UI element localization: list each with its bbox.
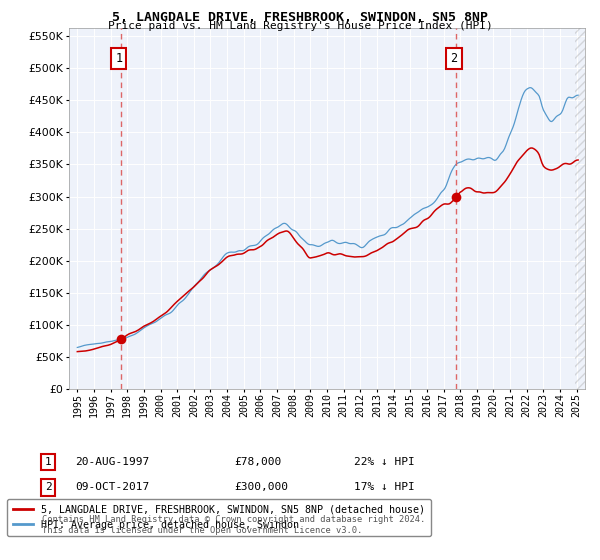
5, LANGDALE DRIVE, FRESHBROOK, SWINDON, SN5 8NP (detached house) bbox=[74, 348, 81, 355]
Text: 2: 2 bbox=[451, 52, 458, 65]
HPI: Average price, detached house, Swindon: (2.02e+03, 3.35e+05): Average price, detached house, Swindon: … bbox=[447, 170, 454, 177]
HPI: Average price, detached house, Swindon: (2.02e+03, 4.02e+05): Average price, detached house, Swindon: … bbox=[508, 128, 515, 134]
HPI: Average price, detached house, Swindon: (2.01e+03, 2.23e+05): Average price, detached house, Swindon: … bbox=[247, 242, 254, 249]
5, LANGDALE DRIVE, FRESHBROOK, SWINDON, SN5 8NP (detached house) bbox=[508, 168, 515, 175]
HPI: Average price, detached house, Swindon: (2.02e+03, 4.7e+05): Average price, detached house, Swindon: … bbox=[527, 85, 535, 91]
Text: 5, LANGDALE DRIVE, FRESHBROOK, SWINDON, SN5 8NP: 5, LANGDALE DRIVE, FRESHBROOK, SWINDON, … bbox=[112, 11, 488, 24]
Text: 1: 1 bbox=[115, 52, 122, 65]
5, LANGDALE DRIVE, FRESHBROOK, SWINDON, SN5 8NP (detached house) bbox=[333, 251, 340, 258]
5, LANGDALE DRIVE, FRESHBROOK, SWINDON, SN5 8NP (detached house) bbox=[527, 144, 535, 151]
HPI: Average price, detached house, Swindon: (2.01e+03, 2.28e+05): Average price, detached house, Swindon: … bbox=[333, 239, 340, 246]
Text: 20-AUG-1997: 20-AUG-1997 bbox=[75, 457, 149, 467]
HPI: Average price, detached house, Swindon: (2e+03, 6.5e+04): Average price, detached house, Swindon: … bbox=[74, 344, 81, 351]
Text: £300,000: £300,000 bbox=[234, 482, 288, 492]
5, LANGDALE DRIVE, FRESHBROOK, SWINDON, SN5 8NP (detached house) bbox=[574, 157, 581, 164]
HPI: Average price, detached house, Swindon: (2.02e+03, 2.99e+05): Average price, detached house, Swindon: … bbox=[434, 194, 442, 200]
HPI: Average price, detached house, Swindon: (2.02e+03, 3.23e+05): Average price, detached house, Swindon: … bbox=[444, 178, 451, 185]
5, LANGDALE DRIVE, FRESHBROOK, SWINDON, SN5 8NP (detached house) bbox=[444, 200, 451, 207]
5, LANGDALE DRIVE, FRESHBROOK, SWINDON, SN5 8NP (detached house) bbox=[247, 246, 254, 253]
5, LANGDALE DRIVE, FRESHBROOK, SWINDON, SN5 8NP (detached house) bbox=[447, 200, 454, 207]
Text: 1: 1 bbox=[44, 457, 52, 467]
Text: 2: 2 bbox=[44, 482, 52, 492]
Text: 22% ↓ HPI: 22% ↓ HPI bbox=[354, 457, 415, 467]
5, LANGDALE DRIVE, FRESHBROOK, SWINDON, SN5 8NP (detached house) bbox=[434, 204, 442, 211]
Text: 17% ↓ HPI: 17% ↓ HPI bbox=[354, 482, 415, 492]
Text: Price paid vs. HM Land Registry's House Price Index (HPI): Price paid vs. HM Land Registry's House … bbox=[107, 21, 493, 31]
Text: £78,000: £78,000 bbox=[234, 457, 281, 467]
Text: 09-OCT-2017: 09-OCT-2017 bbox=[75, 482, 149, 492]
Line: HPI: Average price, detached house, Swindon: HPI: Average price, detached house, Swin… bbox=[77, 88, 578, 347]
Line: 5, LANGDALE DRIVE, FRESHBROOK, SWINDON, SN5 8NP (detached house): 5, LANGDALE DRIVE, FRESHBROOK, SWINDON, … bbox=[77, 148, 578, 352]
Legend: 5, LANGDALE DRIVE, FRESHBROOK, SWINDON, SN5 8NP (detached house), HPI: Average p: 5, LANGDALE DRIVE, FRESHBROOK, SWINDON, … bbox=[7, 499, 431, 536]
Text: Contains HM Land Registry data © Crown copyright and database right 2024.
This d: Contains HM Land Registry data © Crown c… bbox=[42, 515, 425, 535]
HPI: Average price, detached house, Swindon: (2.03e+03, 4.58e+05): Average price, detached house, Swindon: … bbox=[574, 92, 581, 99]
